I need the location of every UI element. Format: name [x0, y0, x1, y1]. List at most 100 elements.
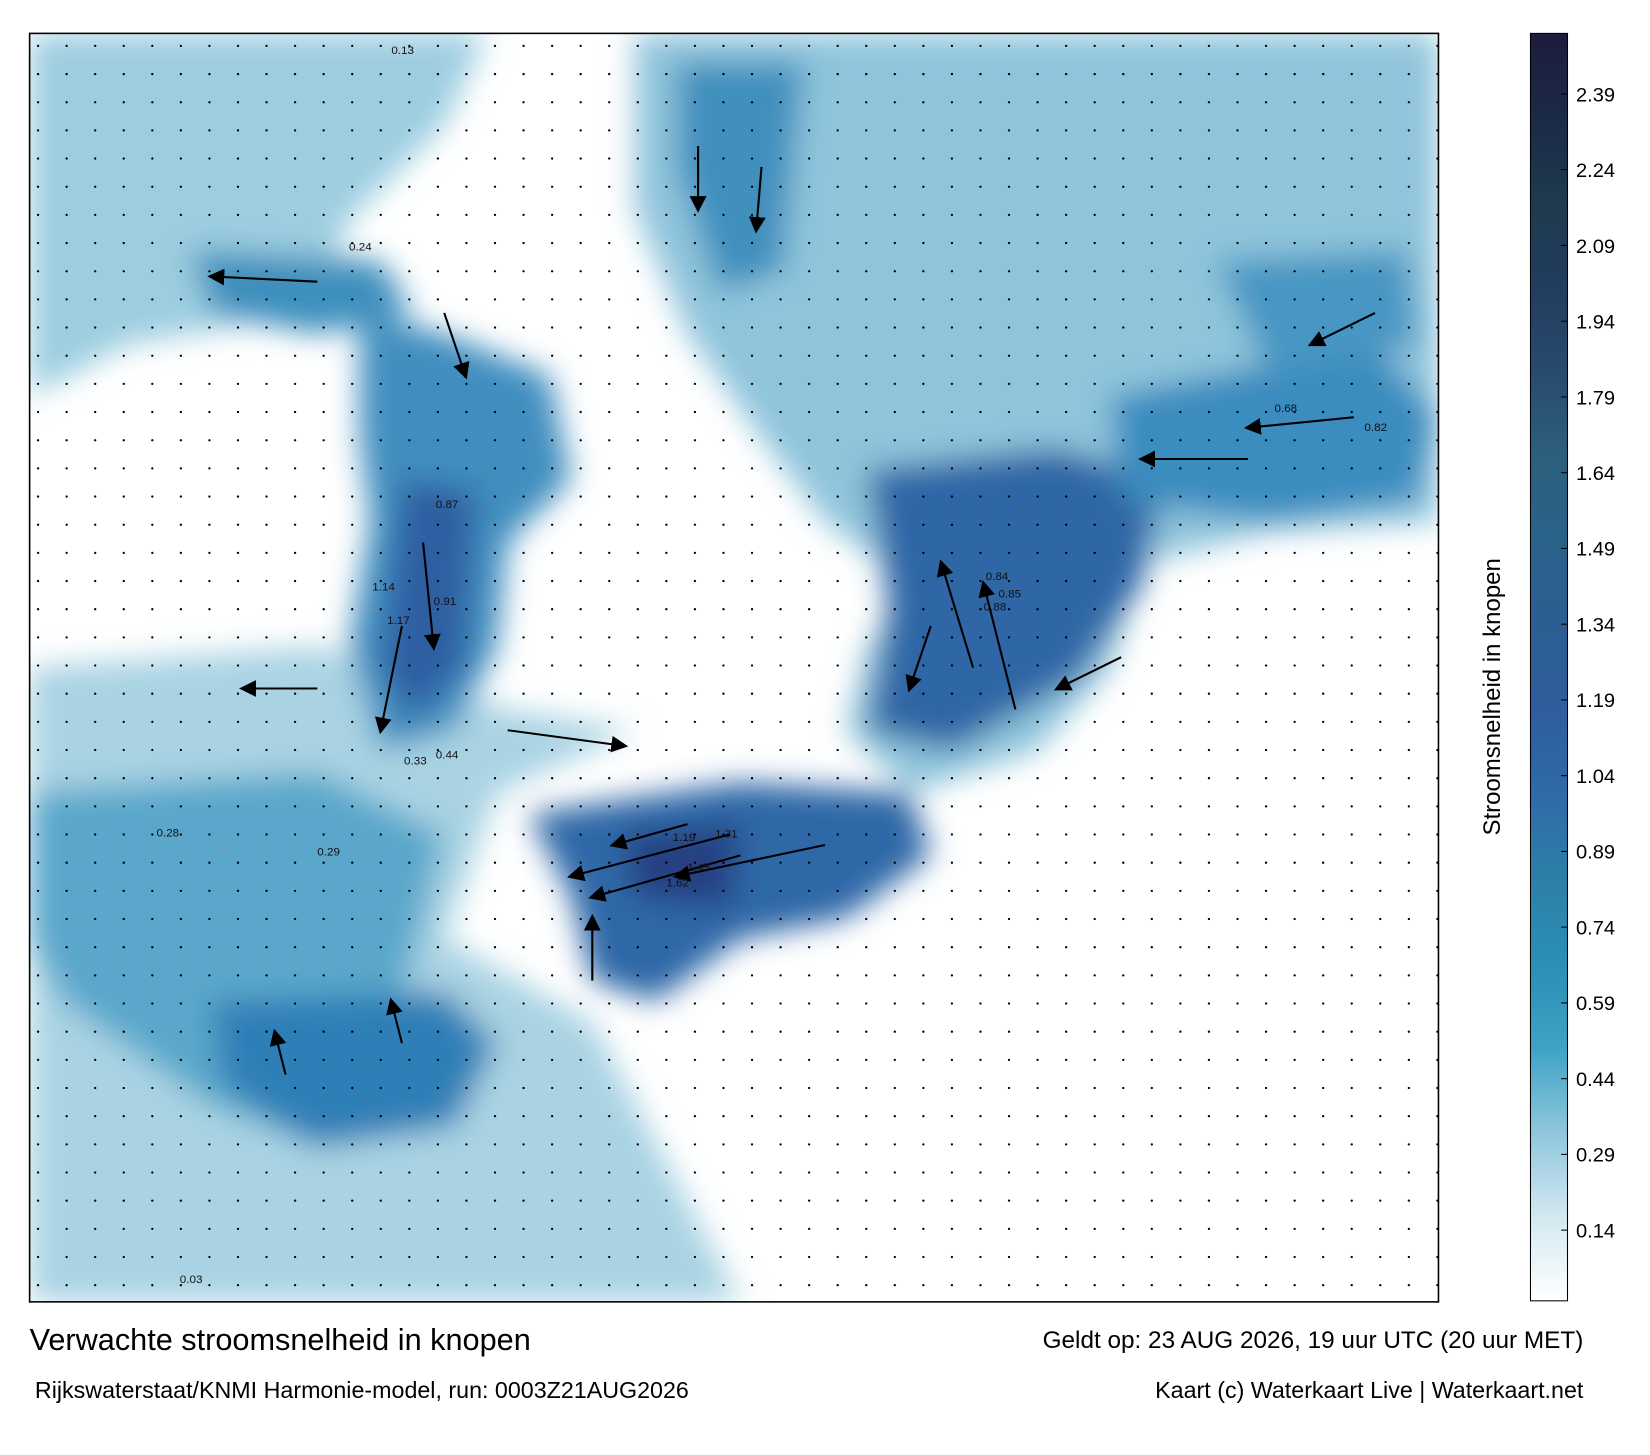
grid-dot [950, 382, 954, 386]
grid-dot [836, 185, 839, 188]
grid-dot [493, 720, 497, 724]
grid-dot [1007, 917, 1011, 921]
grid-dot [950, 354, 954, 357]
grid-dot [151, 551, 154, 555]
grid-dot [236, 185, 240, 188]
grid-dot [436, 1030, 440, 1033]
grid-dot [779, 185, 782, 188]
grid-dot [208, 1199, 211, 1202]
grid-dot [1007, 636, 1011, 639]
grid-dot [1407, 241, 1411, 245]
grid-dot [750, 523, 754, 526]
grid-dot [1093, 101, 1096, 104]
grid-dot [1150, 805, 1153, 808]
grid-dot [1207, 326, 1211, 329]
grid-dot [1264, 579, 1268, 583]
grid-dot [522, 326, 525, 329]
grid-dot [1322, 129, 1325, 132]
grid-dot [836, 354, 839, 357]
grid-dot [1407, 1171, 1411, 1174]
colorbar-tick-label: 2.39 [1576, 84, 1615, 106]
grid-dot [522, 213, 525, 217]
grid-dot [1150, 692, 1153, 695]
grid-dot [1007, 213, 1011, 217]
grid-dot [1407, 1143, 1411, 1146]
grid-dot [807, 1255, 811, 1259]
grid-dot [1036, 636, 1039, 639]
grid-dot [665, 1058, 668, 1062]
grid-dot [1093, 1227, 1096, 1230]
grid-dot [493, 1143, 497, 1146]
grid-dot [493, 805, 497, 808]
grid-dot [1122, 861, 1125, 864]
grid-dot [379, 777, 382, 780]
grid-dot [436, 1058, 440, 1062]
grid-dot [636, 1086, 639, 1090]
grid-dot [550, 946, 554, 949]
grid-dot [550, 720, 554, 724]
grid-dot [836, 692, 839, 695]
grid-dot [1407, 157, 1411, 160]
speed-label: 0.29 [317, 846, 340, 858]
grid-dot [1293, 946, 1296, 949]
grid-dot [1207, 101, 1211, 104]
speed-label: 0.85 [998, 589, 1021, 601]
grid-dot [750, 495, 754, 498]
grid-dot [122, 523, 125, 526]
grid-dot [865, 1143, 868, 1146]
colorbar-fill [1529, 32, 1569, 1302]
grid-dot [522, 523, 525, 526]
grid-dot [1264, 157, 1268, 160]
grid-dot [1322, 101, 1325, 104]
grid-dot [865, 410, 868, 414]
grid-dot [436, 551, 440, 555]
grid-dot [1036, 551, 1039, 555]
grid-dot [322, 1199, 325, 1202]
grid-dot [1064, 1255, 1068, 1259]
grid-dot [1093, 495, 1096, 498]
grid-dot [750, 636, 754, 639]
grid-dot [151, 664, 154, 667]
grid-dot [1122, 410, 1125, 414]
grid-dot [779, 1284, 782, 1287]
grid-dot [208, 72, 211, 76]
grid-dot [1007, 44, 1011, 48]
grid-dot [1407, 636, 1411, 639]
grid-dot [322, 1115, 325, 1118]
grid-dot [1036, 805, 1039, 808]
grid-dot [493, 410, 497, 414]
grid-dot [493, 1284, 497, 1287]
grid-dot [1379, 889, 1382, 893]
grid-dot [1293, 495, 1296, 498]
grid-dot [836, 213, 839, 217]
grid-dot [779, 495, 782, 498]
grid-dot [722, 608, 725, 611]
grid-dot [465, 1227, 468, 1230]
grid-dot [36, 326, 40, 329]
grid-dot [493, 270, 497, 273]
grid-dot [122, 917, 125, 921]
grid-dot [1264, 44, 1268, 48]
grid-dot [322, 636, 325, 639]
grid-dot [693, 326, 697, 329]
grid-dot [65, 636, 68, 639]
grid-dot [693, 1030, 697, 1033]
grid-dot [1264, 1030, 1268, 1033]
grid-dot [979, 72, 982, 76]
grid-dot [465, 1171, 468, 1174]
grid-dot [1150, 664, 1153, 667]
grid-dot [465, 495, 468, 498]
grid-dot [1036, 213, 1039, 217]
grid-dot [293, 270, 297, 273]
grid-dot [465, 241, 468, 245]
grid-dot [1007, 326, 1011, 329]
grid-dot [1007, 748, 1011, 752]
grid-dot [436, 579, 440, 583]
grid-dot [608, 1030, 611, 1033]
grid-dot [579, 692, 582, 695]
grid-dot [1150, 636, 1153, 639]
grid-dot [436, 1284, 440, 1287]
grid-dot [1264, 129, 1268, 132]
grid-dot [1264, 1086, 1268, 1090]
grid-dot [1150, 495, 1153, 498]
